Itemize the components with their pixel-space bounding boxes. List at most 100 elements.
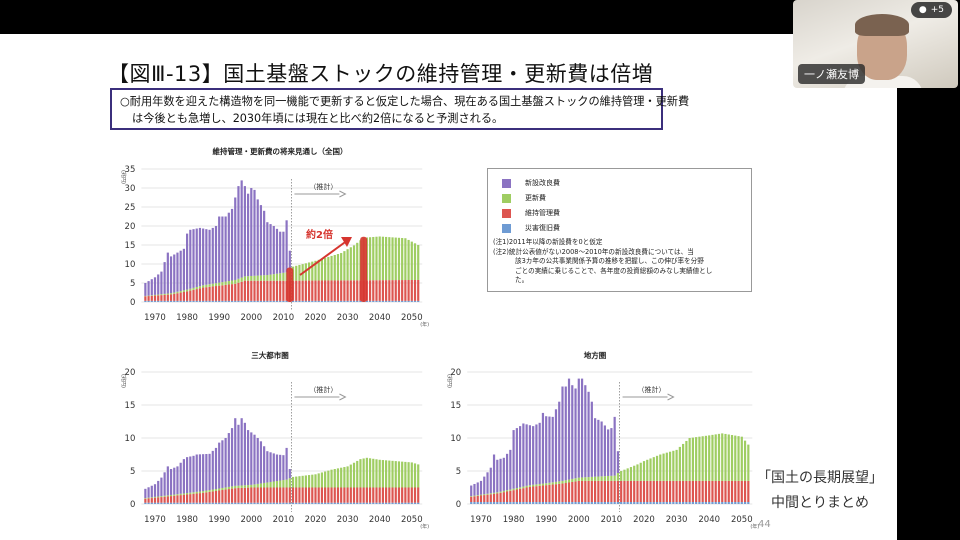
bar-new [144, 283, 147, 296]
bar-disaster [561, 502, 564, 504]
bar-disaster [205, 300, 208, 302]
participant-video-tile[interactable]: 一ノ瀬友博 ● +5 [793, 0, 958, 88]
bar-renewal [176, 494, 179, 496]
bar-maintenance [724, 480, 727, 503]
bar-maintenance [483, 495, 486, 503]
x-tick-label: 2040 [369, 313, 391, 323]
bar-disaster [282, 300, 285, 302]
bar-new [169, 469, 173, 495]
bar-maintenance [397, 280, 401, 301]
bar-maintenance [336, 487, 340, 503]
bar-maintenance [314, 487, 317, 503]
bar-maintenance [272, 487, 275, 503]
bar-disaster [202, 502, 205, 504]
bar-disaster [266, 300, 269, 302]
bar-renewal [590, 476, 593, 481]
y-tick-label: 20 [450, 368, 461, 378]
bar-disaster [214, 502, 218, 504]
bar-disaster [202, 300, 205, 302]
bar-disaster [597, 502, 600, 504]
bar-disaster [417, 300, 420, 302]
bar-disaster [195, 502, 198, 504]
bar-new [182, 459, 185, 494]
bar-maintenance [301, 487, 304, 503]
bar-maintenance [192, 493, 195, 503]
bar-renewal [407, 462, 410, 488]
bar-disaster [208, 300, 211, 302]
bar-renewal [230, 280, 234, 285]
bar-disaster [385, 300, 388, 302]
bar-disaster [320, 502, 324, 504]
bar-renewal [636, 464, 639, 481]
bar-disaster [594, 502, 597, 504]
bar-new [470, 485, 473, 497]
bar-maintenance [397, 487, 401, 503]
bar-renewal [160, 496, 163, 498]
bar-disaster [359, 300, 362, 302]
bar-maintenance [639, 480, 642, 503]
participants-button[interactable]: ● +5 [910, 2, 952, 18]
summary-line: は今後とも急増し、2030年頃には現在と比べ約2倍になると予測される。 [132, 112, 504, 125]
bar-disaster [166, 300, 169, 302]
bar-disaster [192, 502, 195, 504]
bar-new [285, 220, 288, 273]
bar-maintenance [548, 484, 551, 503]
bar-new [574, 388, 577, 479]
bar-disaster [365, 300, 368, 302]
bar-new [597, 419, 600, 477]
bar-maintenance [626, 480, 629, 503]
bar-new [153, 277, 157, 295]
bar-renewal [714, 434, 717, 481]
bar-new [616, 451, 620, 473]
bar-renewal [368, 458, 372, 488]
bar-disaster [394, 300, 397, 302]
bar-disaster [580, 502, 584, 504]
bar-maintenance [362, 487, 365, 503]
bar-disaster [688, 502, 691, 504]
bar-renewal [256, 275, 259, 281]
slide-title: 【図Ⅲ-13】国土基盤ストックの維持管理・更新費は倍増 [108, 62, 654, 86]
bar-maintenance [224, 489, 227, 503]
bar-disaster [218, 502, 221, 504]
bar-new [160, 477, 163, 497]
bar-disaster [678, 502, 681, 504]
bar-disaster [246, 502, 250, 504]
bar-renewal [195, 287, 198, 290]
bar-new [211, 227, 214, 284]
bar-renewal [375, 236, 378, 281]
bar-disaster [672, 502, 675, 504]
bar-disaster [362, 502, 365, 504]
bar-disaster [695, 502, 698, 504]
bar-maintenance [711, 480, 714, 503]
bar-disaster [250, 502, 253, 504]
bar-maintenance [320, 280, 324, 301]
bar-maintenance [558, 483, 561, 503]
bar-maintenance [352, 487, 356, 503]
increase-arrowhead [341, 237, 352, 247]
bar-disaster [285, 502, 288, 504]
bar-renewal [404, 238, 407, 281]
bar-disaster [417, 502, 420, 504]
bar-renewal [224, 281, 227, 285]
bar-renewal [182, 493, 185, 495]
bar-maintenance [157, 497, 160, 503]
bar-renewal [301, 475, 304, 488]
bar-disaster [243, 300, 246, 302]
bar-renewal [378, 459, 381, 488]
bar-maintenance [554, 484, 558, 503]
x-tick-label: 1990 [208, 313, 230, 323]
bar-disaster [554, 502, 558, 504]
bar-new [567, 378, 571, 480]
bar-maintenance [147, 498, 150, 503]
bar-renewal [202, 491, 205, 493]
chart-legend: 新設改良費 更新費 維持管理費 災害復旧費 (注1)2011年以降の新設費を0と… [487, 168, 752, 292]
bar-new [532, 426, 535, 485]
bar-maintenance [512, 490, 515, 503]
bar-renewal [263, 275, 266, 281]
bar-renewal [665, 452, 668, 481]
x-tick-label: 2050 [401, 313, 423, 323]
bar-new [607, 429, 610, 476]
bar-disaster [144, 300, 147, 302]
bar-new [243, 422, 246, 486]
bar-renewal [208, 284, 211, 287]
